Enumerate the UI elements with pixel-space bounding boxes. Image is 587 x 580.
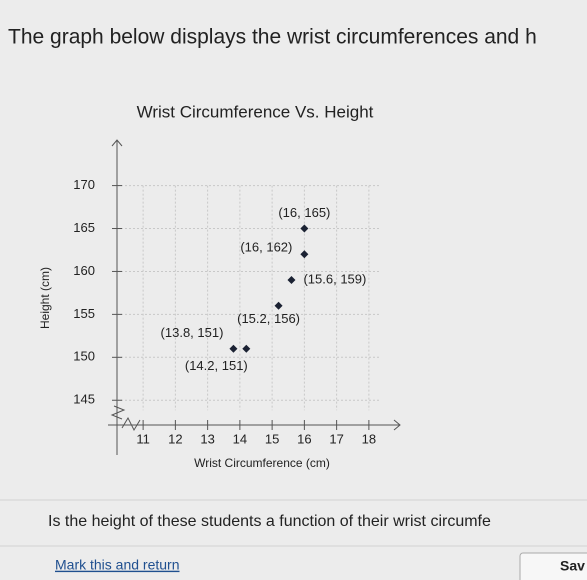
- x-tick-label: 12: [168, 431, 182, 446]
- x-tick-label: 18: [362, 431, 376, 446]
- x-tick-label: 13: [200, 431, 214, 446]
- y-arrow: [111, 139, 123, 147]
- point-label: (16, 162): [240, 240, 292, 255]
- x-tick-label: 15: [265, 431, 279, 446]
- y-axis-label: Height (cm): [38, 267, 52, 329]
- x-tick-label: 17: [329, 431, 343, 446]
- save-button[interactable]: [519, 552, 587, 580]
- x-tick-label: 16: [297, 431, 311, 446]
- y-tick-label: 160: [73, 263, 95, 278]
- chart-title: Wrist Circumference Vs. Height: [137, 102, 374, 121]
- point-label: (15.2, 156): [237, 311, 300, 326]
- x-tick-label: 11: [136, 431, 150, 446]
- x-break: [121, 416, 141, 432]
- point-label: (14.2, 151): [185, 358, 248, 373]
- y-tick-label: 165: [73, 220, 95, 235]
- y-break: [110, 405, 126, 420]
- point-label: (16, 165): [278, 205, 330, 220]
- y-tick-label: 155: [73, 306, 95, 321]
- point: [274, 301, 283, 310]
- point: [242, 344, 251, 353]
- point: [287, 276, 296, 285]
- intro-text: The graph below displays the wrist circu…: [8, 26, 537, 49]
- plot: 145 150 155 160 165 170 11 12 13 14 15 16 17 18 (16, 1…: [73, 177, 380, 446]
- y-tick-label: 170: [73, 177, 95, 192]
- y-tick-label: 145: [73, 392, 95, 407]
- x-axis-label: Wrist Circumference (cm): [194, 456, 330, 470]
- point: [229, 344, 238, 353]
- point: [300, 250, 309, 259]
- x-tick-label: 14: [233, 431, 247, 446]
- point: [300, 224, 309, 233]
- point-label: (15.6, 159): [303, 271, 366, 286]
- save-label[interactable]: Sav: [560, 558, 585, 574]
- y-tick-label: 150: [73, 349, 95, 364]
- mark-link[interactable]: Mark this and return: [55, 557, 180, 573]
- question-text: Is the height of these students a functi…: [48, 513, 491, 530]
- x-arrow: [393, 419, 401, 431]
- point-label: (13.8, 151): [161, 325, 224, 340]
